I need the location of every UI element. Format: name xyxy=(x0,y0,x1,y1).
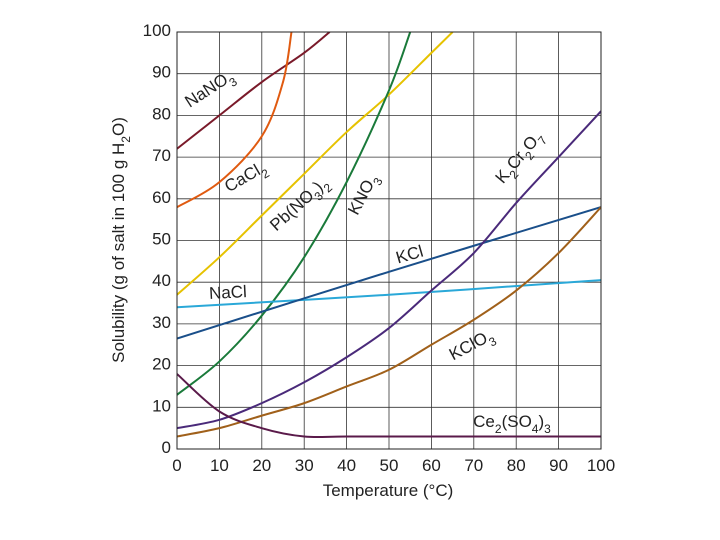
curve xyxy=(177,32,331,150)
curve-label: K2Cr2O7 xyxy=(492,127,551,190)
curve xyxy=(177,279,601,309)
curve xyxy=(177,110,601,430)
y-tick-label: 30 xyxy=(152,313,171,332)
y-tick-label: 100 xyxy=(143,21,171,40)
x-tick-label: 10 xyxy=(210,456,229,475)
curve xyxy=(177,373,601,439)
y-tick-label: 0 xyxy=(162,438,171,457)
plot-area xyxy=(177,32,601,439)
curve xyxy=(177,206,601,438)
curve-label: Ce2(SO4)3 xyxy=(473,412,551,436)
curve xyxy=(177,206,601,340)
x-tick-label: 50 xyxy=(380,456,399,475)
curve-label: NaCl xyxy=(209,283,248,304)
plot-frame xyxy=(176,31,602,450)
x-tick-label: 100 xyxy=(587,456,615,475)
curve-label: Pb(NO3)2 xyxy=(267,173,336,238)
y-tick-label: 20 xyxy=(152,355,171,374)
y-tick-label: 90 xyxy=(152,63,171,82)
x-tick-label: 70 xyxy=(464,456,483,475)
x-axis-label: Temperature (°C) xyxy=(323,481,454,500)
x-tick-label: 0 xyxy=(172,456,181,475)
x-tick-label: 80 xyxy=(507,456,526,475)
y-tick-label: 40 xyxy=(152,272,171,291)
y-tick-label: 10 xyxy=(152,397,171,416)
curve xyxy=(177,32,454,296)
curve xyxy=(177,32,293,209)
curve-label: KCl xyxy=(394,242,426,268)
x-tick-label: 60 xyxy=(422,456,441,475)
curve xyxy=(177,32,412,396)
y-axis-label: Solubility (g of salt in 100 g H2O) xyxy=(109,117,133,363)
y-tick-label: 50 xyxy=(152,230,171,249)
curve-label: CaCl2 xyxy=(221,158,272,201)
y-tick-label: 80 xyxy=(152,105,171,124)
x-tick-label: 30 xyxy=(295,456,314,475)
x-tick-label: 90 xyxy=(549,456,568,475)
x-tick-label: 20 xyxy=(252,456,271,475)
x-tick-label: 40 xyxy=(337,456,356,475)
y-tick-label: 60 xyxy=(152,188,171,207)
curve-label: KNO3 xyxy=(344,171,385,221)
y-tick-label: 70 xyxy=(152,147,171,166)
